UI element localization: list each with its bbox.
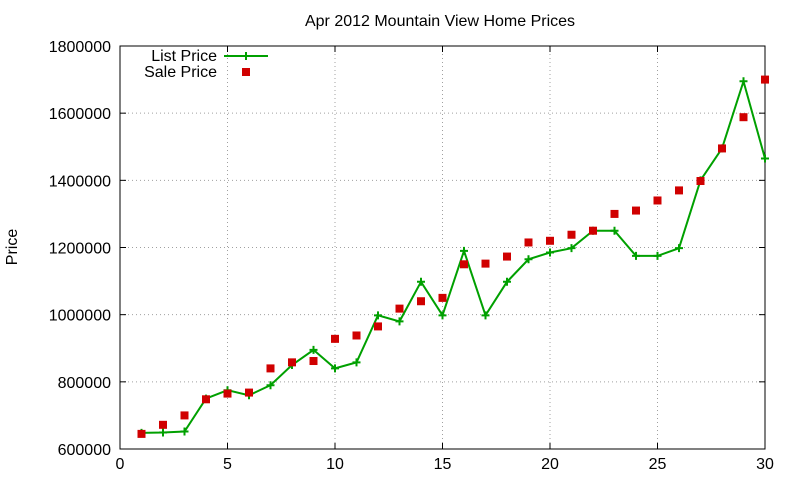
sale-price-point: [567, 230, 576, 239]
x-tick-label: 0: [116, 456, 125, 473]
axis-ticks: 0 5 10 15 20 25 30 600000 800000 1000000 1200000 14…: [49, 39, 774, 473]
sale-price-point: [288, 358, 296, 367]
list-price-point: [610, 226, 619, 235]
x-tick-label: 5: [223, 456, 232, 473]
y-tick-label: 1200000: [49, 241, 111, 258]
legend-label-list-price: List Price: [151, 48, 217, 65]
sale-price-point: [309, 357, 318, 366]
list-price-point: [761, 154, 769, 163]
sale-price-point: [352, 331, 361, 340]
sale-price-point: [374, 322, 382, 331]
sale-price-point: [202, 395, 210, 404]
list-price-point: [309, 345, 318, 354]
legend-marker-list-price: [242, 52, 250, 60]
list-price-point: [352, 358, 361, 367]
sale-price-point: [159, 420, 167, 429]
list-price-point: [460, 246, 468, 255]
sale-price-point: [546, 236, 554, 245]
list-price-point: [417, 277, 425, 286]
list-price-point: [653, 251, 662, 260]
sale-price-point: [438, 293, 447, 302]
x-tick-label: 10: [326, 456, 344, 473]
x-tick-label: 20: [541, 456, 559, 473]
y-tick-label: 800000: [58, 375, 111, 392]
sale-price-point: [696, 177, 705, 186]
sale-price-point: [245, 388, 253, 397]
sale-price-point: [718, 144, 726, 153]
x-tick-label: 30: [756, 456, 774, 473]
sale-price-point: [610, 209, 619, 218]
sale-price-point: [653, 196, 662, 205]
list-price-point: [481, 311, 490, 320]
sale-price-point: [481, 259, 490, 268]
list-price-point: [331, 364, 339, 373]
chart-title: Apr 2012 Mountain View Home Prices: [305, 13, 575, 30]
list-price-point: [180, 427, 189, 436]
x-tick-label: 25: [649, 456, 667, 473]
list-price-point: [374, 311, 382, 320]
x-tick-label: 15: [434, 456, 452, 473]
sale-price-point: [417, 297, 425, 306]
sale-price-point: [223, 389, 232, 398]
sale-price-point: [460, 260, 468, 269]
list-price-point: [739, 77, 748, 86]
list-price-point: [546, 248, 554, 257]
list-price-point: [503, 277, 511, 286]
sale-price-point: [524, 238, 533, 247]
sale-price-point: [589, 226, 597, 235]
y-tick-label: 1800000: [49, 39, 111, 56]
list-price-point: [438, 311, 447, 320]
list-price-point: [159, 428, 167, 437]
series-line-list-price: [141, 77, 766, 434]
legend-marker-sale-price: [242, 68, 250, 76]
sale-price-point: [266, 364, 275, 373]
y-tick-label: 1600000: [49, 106, 111, 123]
list-price-point: [266, 381, 275, 390]
sale-price-point: [739, 113, 748, 122]
sale-price-point: [675, 186, 683, 195]
y-axis-label: Price: [4, 229, 21, 266]
list-price-point: [395, 317, 404, 326]
sale-price-point: [503, 252, 511, 261]
sale-price-point: [761, 75, 769, 84]
series-layer: [137, 75, 769, 438]
list-price-point: [567, 244, 576, 253]
legend: List Price Sale Price: [144, 48, 268, 81]
sale-price-point: [395, 304, 404, 313]
grid: [120, 46, 765, 449]
list-price-point: [675, 244, 683, 253]
sale-price-point: [331, 334, 339, 343]
sale-price-point: [632, 206, 640, 215]
legend-label-sale-price: Sale Price: [144, 64, 217, 81]
y-tick-label: 600000: [58, 442, 111, 459]
sale-price-point: [137, 429, 146, 438]
sale-price-point: [180, 411, 189, 420]
list-price-point: [524, 255, 533, 264]
y-tick-label: 1000000: [49, 308, 111, 325]
list-price-point: [632, 251, 640, 260]
y-tick-label: 1400000: [49, 173, 111, 190]
